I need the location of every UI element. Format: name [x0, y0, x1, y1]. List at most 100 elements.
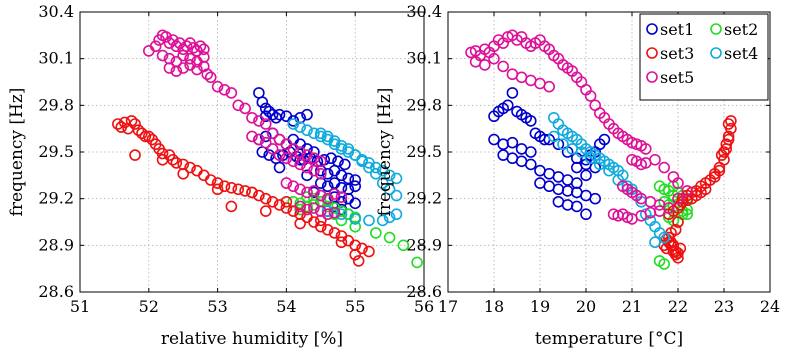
- data-point: [314, 205, 327, 217]
- data-point: [308, 164, 320, 177]
- data-point: [321, 205, 334, 217]
- data-point: [177, 49, 189, 62]
- data-point: [321, 180, 334, 193]
- data-point: [273, 149, 286, 161]
- data-point: [253, 115, 265, 127]
- data-point: [570, 200, 583, 213]
- data-point: [356, 155, 368, 168]
- data-point: [335, 214, 348, 227]
- data-point: [246, 111, 258, 124]
- x-axis-label: relative humidity [%]: [161, 329, 343, 349]
- y-tick-label: 28.9: [406, 235, 442, 254]
- data-point: [170, 157, 183, 169]
- data-point: [259, 192, 272, 205]
- data-point: [669, 223, 682, 236]
- data-point: [301, 186, 313, 199]
- y-tick-label: 30.4: [38, 2, 74, 21]
- data-point: [328, 188, 341, 200]
- data-point: [211, 183, 224, 196]
- data-point: [246, 186, 258, 199]
- data-point: [658, 161, 671, 174]
- data-point: [352, 255, 365, 267]
- legend-box: [639, 13, 769, 101]
- data-point: [280, 152, 293, 165]
- data-point: [328, 206, 341, 219]
- data-point: [129, 118, 141, 130]
- data-point: [584, 90, 597, 102]
- data-point: [722, 118, 735, 130]
- data-point: [266, 195, 279, 208]
- data-point: [506, 136, 519, 149]
- x-tick-label: 56: [414, 297, 434, 316]
- data-point: [349, 174, 362, 186]
- data-point: [132, 124, 145, 137]
- x-axis-label: temperature [°C]: [535, 329, 683, 349]
- x-tick-label: 53: [207, 297, 227, 316]
- series-set5: [143, 29, 348, 221]
- data-point: [259, 130, 272, 143]
- data-point: [294, 203, 306, 216]
- data-point: [149, 40, 162, 53]
- data-point: [277, 149, 289, 161]
- data-point: [129, 149, 141, 161]
- x-tick-label: 51: [70, 297, 90, 316]
- data-point: [239, 185, 251, 197]
- data-point: [301, 108, 313, 121]
- legend-marker: [646, 71, 658, 83]
- data-point: [561, 185, 574, 197]
- data-point: [314, 189, 327, 202]
- data-point: [356, 242, 368, 255]
- data-point: [349, 197, 362, 210]
- data-point: [287, 143, 300, 155]
- data-point: [198, 43, 210, 56]
- data-point: [335, 236, 348, 249]
- data-point: [349, 149, 362, 161]
- data-point: [139, 130, 152, 143]
- data-point: [681, 185, 694, 197]
- data-point: [301, 124, 313, 137]
- legend-label: set3: [660, 44, 694, 63]
- x-tick-label: 18: [484, 297, 504, 316]
- data-point: [672, 177, 684, 189]
- y-tick-label: 30.4: [406, 2, 442, 21]
- data-point: [287, 155, 300, 168]
- data-point: [232, 183, 245, 196]
- data-point: [177, 167, 189, 180]
- data-point: [170, 65, 183, 77]
- x-tick-label: 52: [139, 297, 159, 316]
- data-point: [246, 130, 258, 143]
- x-tick-label: 55: [345, 297, 365, 316]
- data-point: [325, 152, 337, 165]
- data-point: [349, 180, 362, 193]
- data-point: [321, 208, 334, 221]
- data-point: [273, 161, 286, 174]
- x-tick-label: 23: [714, 297, 734, 316]
- y-tick-label: 29.8: [406, 95, 442, 114]
- data-point: [287, 180, 300, 193]
- data-point: [314, 127, 327, 140]
- data-point: [328, 227, 341, 239]
- data-point: [488, 52, 500, 65]
- y-tick-label: 30.1: [406, 49, 442, 68]
- x-tick-label: 19: [530, 297, 550, 316]
- data-point: [156, 147, 169, 160]
- data-point: [390, 189, 403, 202]
- y-tick-label: 28.6: [38, 282, 74, 301]
- data-point: [266, 127, 279, 140]
- data-point: [301, 149, 313, 161]
- legend-label: set5: [660, 68, 694, 87]
- data-point: [294, 158, 306, 171]
- data-point: [497, 138, 510, 151]
- series-set1: [488, 87, 611, 221]
- series-set4: [547, 111, 671, 249]
- data-point: [397, 239, 410, 252]
- y-tick-label: 28.6: [406, 282, 442, 301]
- data-point: [294, 146, 306, 158]
- data-point: [524, 115, 537, 127]
- data-point: [211, 177, 224, 189]
- data-point: [639, 143, 652, 155]
- data-point: [349, 220, 362, 233]
- data-point: [112, 118, 124, 130]
- data-point: [256, 96, 269, 109]
